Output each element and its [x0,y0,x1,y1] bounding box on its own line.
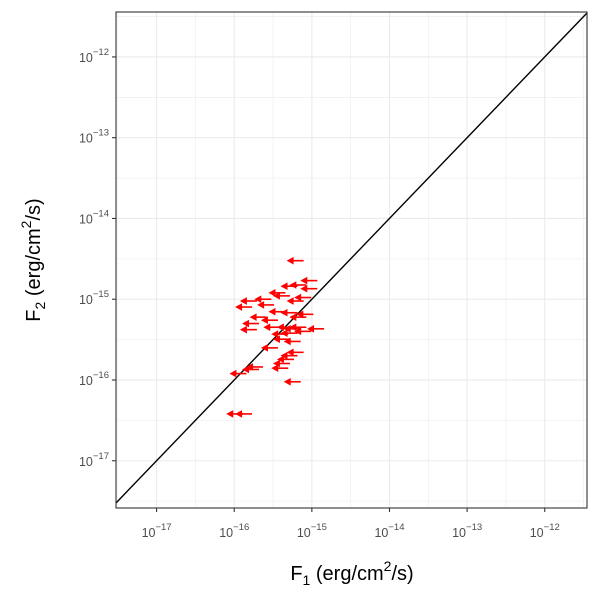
upper-limit-point [289,323,307,332]
y-tick-label: 10−14 [79,208,109,226]
upper-limit-point [254,295,272,304]
upper-limit-point [271,364,289,372]
x-tick-label: 10−12 [530,522,560,540]
y-tick-label: 10−15 [79,289,109,307]
upper-limit-point [272,335,290,343]
upper-limit-point [286,297,304,305]
upper-limit-point [276,355,294,364]
x-tick-label: 10−13 [452,522,482,540]
upper-limit-point [296,310,314,319]
upper-limit-point [242,319,260,328]
plot-frame [115,11,588,509]
y-tick-label: 10−12 [79,47,109,65]
upper-limit-point [235,303,253,311]
upper-limit-point [272,292,290,300]
x-axis-ticks: 10−17 10−16 10−15 10−14 10−13 10−12 [142,508,560,540]
upper-limit-point [280,351,298,360]
upper-limit-point [300,284,318,293]
reference-line-y-equals-x [115,12,588,504]
upper-limit-point [271,330,289,338]
data-points [226,256,325,418]
y-tick-label: 10−17 [79,451,109,469]
y-tick-label: 10−13 [79,128,109,146]
y-axis-ticks: 10−17 10−16 10−15 10−14 10−13 10−12 [79,47,116,469]
upper-limit-point [268,307,286,316]
upper-limit-point [280,329,298,337]
y-tick-label: 10−16 [79,370,109,388]
upper-limit-point [249,313,267,321]
upper-limit-point [280,308,298,317]
upper-limit-point [242,365,260,374]
upper-limit-point [294,293,312,302]
upper-limit-point [294,327,312,336]
upper-limit-point [280,282,298,290]
upper-limit-point [286,348,304,357]
upper-limit-point [226,410,244,418]
upper-limit-point [307,325,325,333]
y-axis-title: F2 (erg/cm2/s) [18,198,48,321]
upper-limit-point [260,316,278,324]
upper-limit-point [260,344,278,352]
x-tick-label: 10−14 [374,522,404,540]
upper-limit-point [300,276,318,285]
x-tick-label: 10−16 [219,522,249,540]
upper-limit-point [257,301,275,309]
reference-line-group [115,12,588,504]
upper-limit-point [239,325,257,334]
grid-lines [116,12,587,508]
upper-limit-point [239,297,257,305]
upper-limit-point [289,313,307,321]
upper-limit-point [286,256,304,265]
x-axis-title: F1 (erg/cm2/s) [290,558,413,588]
x-tick-label: 10−17 [142,522,172,540]
upper-limit-point [283,377,301,386]
upper-limit-point [268,289,286,297]
x-tick-label: 10−15 [297,522,327,540]
upper-limit-point [229,369,247,378]
